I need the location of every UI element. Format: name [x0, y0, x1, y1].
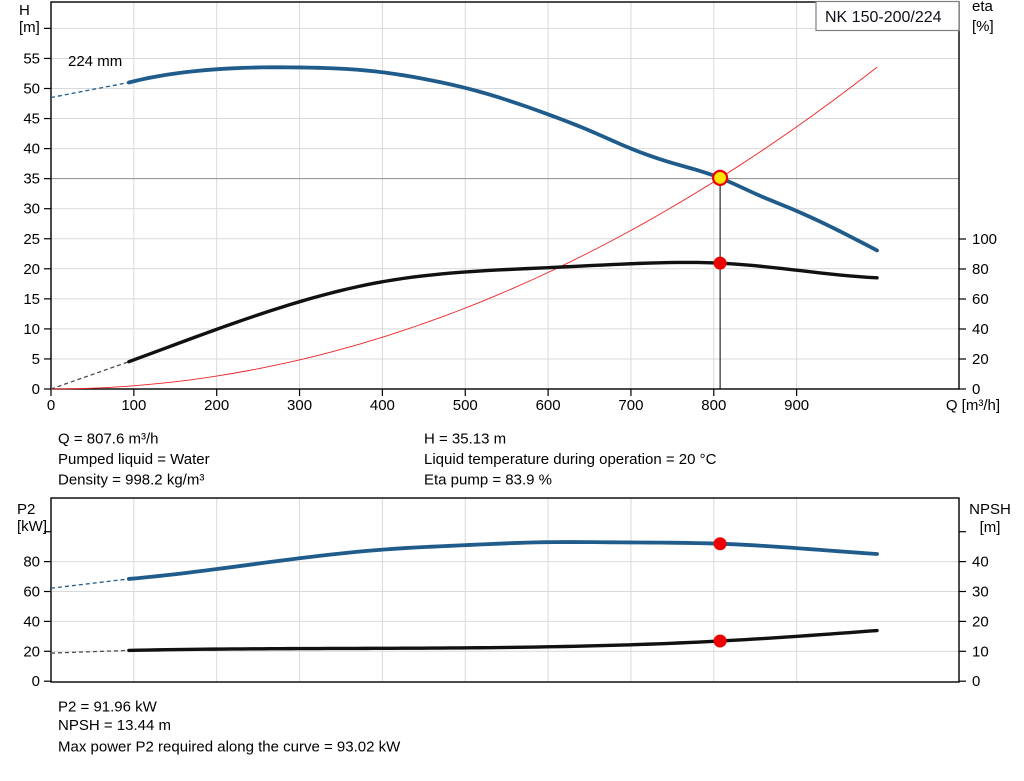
svg-text:[kW]: [kW] — [17, 518, 47, 535]
svg-text:[m]: [m] — [980, 519, 1001, 536]
svg-text:224 mm: 224 mm — [68, 53, 122, 70]
svg-text:P2 = 91.96 kW: P2 = 91.96 kW — [58, 698, 158, 715]
svg-text:40: 40 — [23, 613, 40, 630]
svg-text:800: 800 — [701, 397, 726, 414]
svg-text:20: 20 — [23, 643, 40, 660]
svg-text:300: 300 — [287, 397, 312, 414]
svg-text:0: 0 — [972, 673, 980, 690]
svg-text:10: 10 — [23, 321, 40, 338]
svg-text:35: 35 — [23, 171, 40, 188]
svg-text:500: 500 — [453, 397, 478, 414]
svg-text:5: 5 — [32, 351, 40, 368]
svg-text:Q = 807.6 m³/h: Q = 807.6 m³/h — [58, 431, 158, 448]
svg-text:100: 100 — [121, 397, 146, 414]
svg-text:Liquid temperature during oper: Liquid temperature during operation = 20… — [424, 451, 717, 468]
svg-text:0: 0 — [32, 673, 40, 690]
svg-text:40: 40 — [972, 554, 989, 571]
svg-text:40: 40 — [972, 321, 989, 338]
svg-text:700: 700 — [618, 397, 643, 414]
svg-text:Pumped liquid = Water: Pumped liquid = Water — [58, 451, 210, 468]
svg-text:20: 20 — [23, 261, 40, 278]
svg-text:80: 80 — [23, 554, 40, 571]
svg-text:40: 40 — [23, 141, 40, 158]
svg-text:Q [m³/h]: Q [m³/h] — [946, 397, 1000, 414]
svg-text:30: 30 — [23, 201, 40, 218]
svg-text:NK 150-200/224: NK 150-200/224 — [825, 9, 942, 26]
svg-text:NPSH: NPSH — [969, 501, 1011, 518]
svg-text:eta: eta — [972, 0, 994, 15]
svg-text:80: 80 — [972, 261, 989, 278]
svg-text:55: 55 — [23, 50, 40, 67]
svg-text:[%]: [%] — [972, 18, 994, 35]
svg-text:0: 0 — [47, 397, 55, 414]
svg-text:10: 10 — [972, 643, 989, 660]
svg-text:900: 900 — [784, 397, 809, 414]
svg-text:Max power P2 required along th: Max power P2 required along the curve = … — [58, 738, 401, 755]
svg-text:25: 25 — [23, 231, 40, 248]
svg-text:Eta pump = 83.9 %: Eta pump = 83.9 % — [424, 471, 552, 488]
svg-text:600: 600 — [536, 397, 561, 414]
svg-text:20: 20 — [972, 613, 989, 630]
svg-text:200: 200 — [204, 397, 229, 414]
svg-text:400: 400 — [370, 397, 395, 414]
svg-text:Density = 998.2 kg/m³: Density = 998.2 kg/m³ — [58, 471, 204, 488]
svg-text:H = 35.13 m: H = 35.13 m — [424, 431, 506, 448]
svg-text:[m]: [m] — [19, 19, 40, 36]
svg-text:NPSH = 13.44 m: NPSH = 13.44 m — [58, 717, 171, 734]
svg-text:H: H — [19, 2, 30, 19]
svg-text:15: 15 — [23, 291, 40, 308]
svg-text:50: 50 — [23, 81, 40, 98]
svg-text:60: 60 — [23, 584, 40, 601]
svg-text:30: 30 — [972, 584, 989, 601]
svg-text:45: 45 — [23, 111, 40, 128]
svg-text:P2: P2 — [17, 501, 35, 518]
svg-text:100: 100 — [972, 231, 997, 248]
svg-text:0: 0 — [972, 381, 980, 398]
svg-text:60: 60 — [972, 291, 989, 308]
svg-text:20: 20 — [972, 351, 989, 368]
svg-text:0: 0 — [32, 381, 40, 398]
